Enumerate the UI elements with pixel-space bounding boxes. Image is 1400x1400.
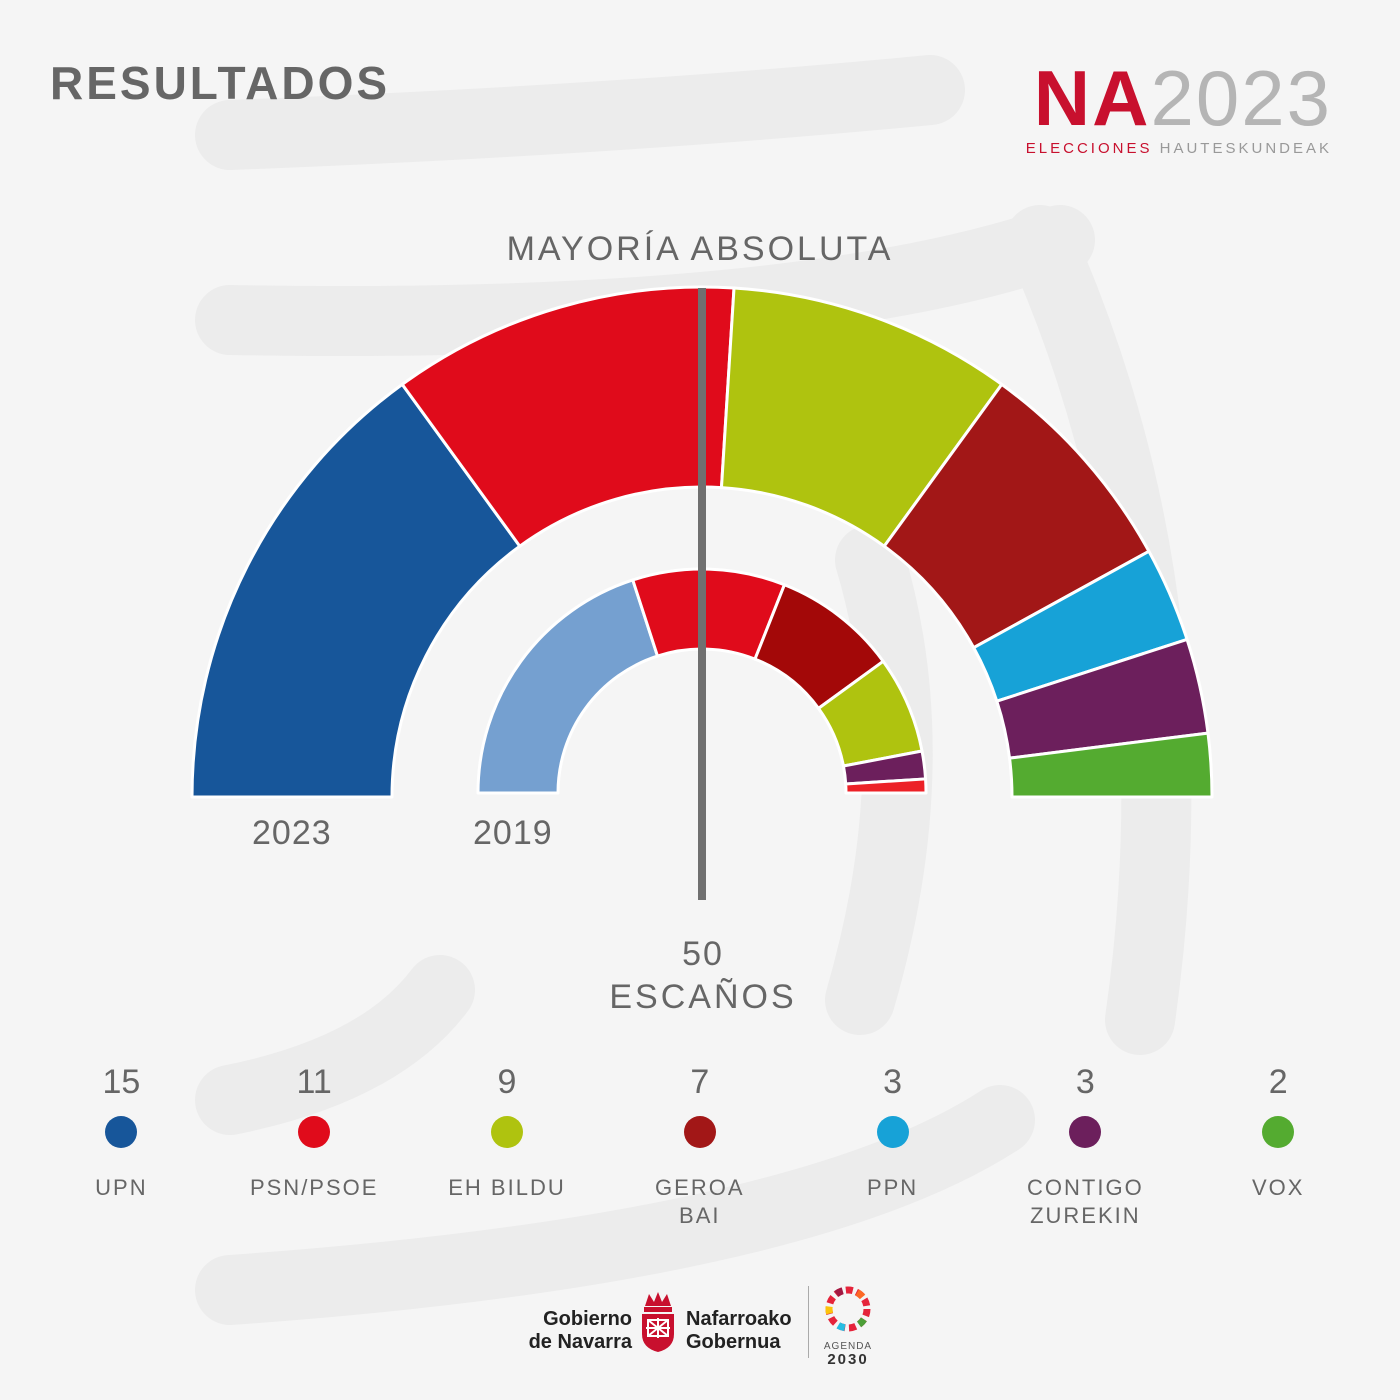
ring-label-2019: 2019 (473, 814, 553, 852)
legend-item: 3 PPN (796, 1060, 989, 1230)
legend-name: EH BILDU (448, 1175, 566, 1200)
seat-segment-2019 (476, 578, 660, 795)
footer: Gobierno de Navarra Nafarroako Gobernua (0, 1284, 1400, 1367)
legend-item: 15 UPN (25, 1060, 218, 1230)
legend-name: VOX (1251, 1175, 1305, 1200)
seat-segment-2023 (1008, 731, 1214, 799)
legend: 15 UPN 11 PSN/PSOE 9 EH BILDU 7 GEROA BA… (25, 1060, 1375, 1230)
legend-count: 3 (1075, 1063, 1095, 1101)
government-name-eu-line1: Nafarroako (686, 1308, 792, 1330)
legend-dot (1262, 1116, 1295, 1148)
agenda-label: AGENDA (823, 1341, 873, 1352)
logo-year: 2023 (1150, 54, 1332, 142)
legend-item: 3 CONTIGO ZUREKIN (989, 1060, 1182, 1230)
total-seats-number: 50 (682, 935, 724, 973)
total-seats: 50 ESCAÑOS (0, 934, 1400, 1020)
government-name-eu-line2: Gobernua (686, 1331, 781, 1353)
legend-dot (105, 1116, 138, 1148)
legend-item: 2 VOX (1182, 1060, 1375, 1230)
legend-count: 3 (883, 1063, 903, 1101)
legend-dot (298, 1116, 331, 1148)
legend-name: PPN (866, 1175, 919, 1200)
legend-dot (876, 1116, 909, 1148)
total-seats-unit: ESCAÑOS (609, 978, 797, 1016)
legend-name: CONTIGO ZUREKIN (1027, 1175, 1144, 1228)
agenda-year: 2030 (827, 1351, 869, 1368)
seat-segment-2023 (190, 382, 522, 799)
government-name-eu: Nafarroako Gobernua (686, 1308, 792, 1354)
government-name-es-line1: Gobierno (543, 1308, 632, 1330)
legend-name: UPN (95, 1175, 148, 1200)
navarra-crest-icon (642, 1292, 674, 1352)
legend-dot (683, 1116, 716, 1148)
logo-na: NA (1033, 54, 1151, 142)
legend-item: 9 EH BILDU (411, 1060, 604, 1230)
legend-dot (490, 1116, 523, 1148)
elections-logo: NA2023 ELECCIONES HAUTESKUNDEAK (1026, 58, 1332, 157)
seat-segment-2019 (844, 777, 928, 795)
sdg-wheel-icon (825, 1286, 871, 1332)
legend-count: 15 (102, 1063, 141, 1101)
legend-item: 7 GEROA BAI (603, 1060, 796, 1230)
legend-item: 11 PSN/PSOE (218, 1060, 411, 1230)
ring-label-2023: 2023 (252, 814, 332, 852)
logo-subtitle-es: ELECCIONES (1025, 140, 1153, 157)
logo-subtitle-eu: HAUTESKUNDEAK (1159, 140, 1332, 157)
legend-name: GEROA BAI (655, 1175, 745, 1228)
agenda-2030-logo: AGENDA 2030 (820, 1284, 876, 1367)
legend-count: 11 (296, 1063, 332, 1101)
legend-count: 9 (497, 1063, 517, 1101)
legend-name: PSN/PSOE (249, 1175, 379, 1200)
legend-count: 2 (1268, 1063, 1288, 1101)
government-name-es: Gobierno de Navarra (529, 1308, 632, 1354)
page-title: RESULTADOS (50, 57, 391, 109)
legend-count: 7 (690, 1063, 710, 1101)
government-name-es-line2: de Navarra (528, 1331, 632, 1353)
legend-dot (1069, 1116, 1102, 1148)
footer-divider (808, 1286, 809, 1358)
majority-label: MAYORÍA ABSOLUTA (506, 230, 894, 268)
